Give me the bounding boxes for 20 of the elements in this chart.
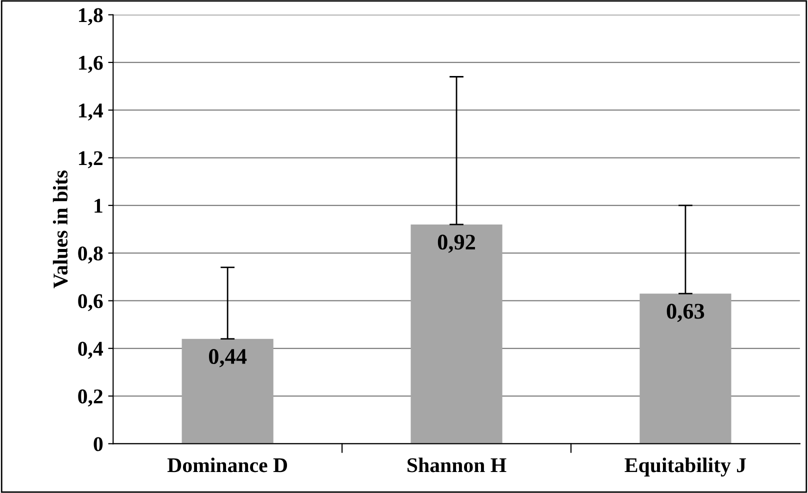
x-tick-label: Equitability J	[624, 458, 746, 477]
y-tick-label: 0,8	[78, 246, 103, 264]
x-tick-label: Dominance D	[167, 458, 288, 472]
x-tick-label: Shannon H	[408, 458, 506, 472]
y-tick-label: 1,6	[79, 56, 103, 73]
bar	[410, 224, 502, 444]
y-tick-label: 1,4	[79, 104, 104, 121]
y-tick-label: 0	[94, 437, 103, 452]
bar	[640, 294, 732, 444]
y-tick-label: 1	[94, 198, 102, 213]
y-tick-label: 0,4	[78, 342, 104, 359]
data-label: 0,92	[438, 234, 476, 253]
y-tick-label: 0,6	[78, 294, 103, 312]
y-tick-label: 0,2	[78, 389, 103, 406]
data-label: 0,44	[208, 349, 247, 368]
y-tick-label: 1,8	[79, 8, 103, 26]
y-axis-title: Values in bits	[52, 170, 68, 288]
y-tick-label: 1,2	[79, 151, 103, 168]
data-label: 0,63	[666, 304, 704, 322]
bar	[182, 338, 274, 444]
